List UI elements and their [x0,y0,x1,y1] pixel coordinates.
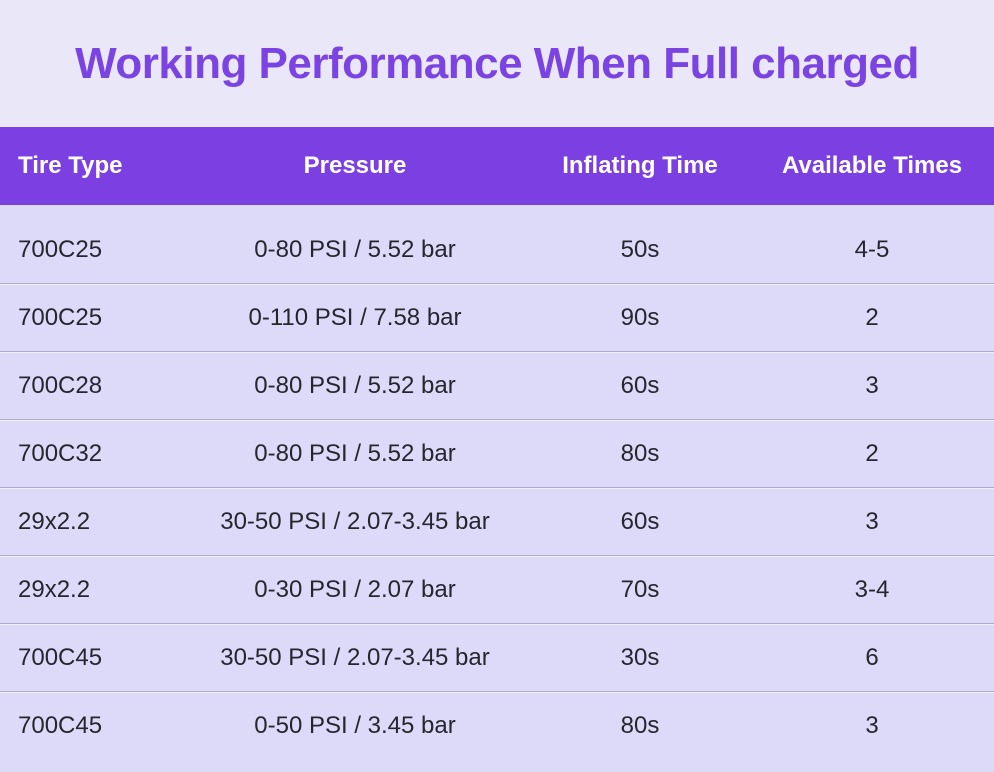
cell-available-times: 6 [865,643,879,671]
cell-inflating-time: 70s [620,575,660,603]
cell-tire-type: 700C25 [18,303,103,331]
cell-inflating-time: 60s [620,507,660,535]
cell-pressure: 30-50 PSI / 2.07-3.45 bar [220,643,490,671]
cell-tire-type: 29x2.2 [18,575,91,603]
cell-pressure: 0-80 PSI / 5.52 bar [254,439,456,467]
cell-tire-type: 700C32 [18,439,103,467]
table-row: 700C25 0-110 PSI / 7.58 bar 90s 2 [0,283,994,351]
column-header-available-times: Available Times [781,152,963,179]
column-header-pressure: Pressure [303,152,407,179]
cell-pressure: 0-80 PSI / 5.52 bar [254,235,456,263]
cell-available-times: 2 [865,439,879,467]
cell-pressure: 0-30 PSI / 2.07 bar [254,575,456,603]
cell-tire-type: 29x2.2 [18,507,91,535]
column-header-tire-type: Tire Type [18,152,123,179]
cell-pressure: 0-110 PSI / 7.58 bar [248,303,462,331]
cell-inflating-time: 30s [620,643,660,671]
table-row: 29x2.2 30-50 PSI / 2.07-3.45 bar 60s 3 [0,487,994,555]
table-body: 700C25 0-80 PSI / 5.52 bar 50s 4-5 700C2… [0,205,994,772]
table-row: 700C32 0-80 PSI / 5.52 bar 80s 2 [0,419,994,487]
cell-available-times: 3-4 [854,575,890,603]
table-row: 700C28 0-80 PSI / 5.52 bar 60s 3 [0,351,994,419]
cell-available-times: 4-5 [854,235,890,263]
cell-inflating-time: 90s [620,303,660,331]
cell-inflating-time: 80s [620,439,660,467]
cell-available-times: 3 [865,507,879,535]
table-row: 700C25 0-80 PSI / 5.52 bar 50s 4-5 [0,216,994,283]
cell-tire-type: 700C28 [18,371,103,399]
cell-tire-type: 700C25 [18,235,103,263]
cell-available-times: 3 [865,371,879,399]
cell-inflating-time: 80s [620,711,660,739]
cell-pressure: 30-50 PSI / 2.07-3.45 bar [220,507,490,535]
table-row: 29x2.2 0-30 PSI / 2.07 bar 70s 3-4 [0,555,994,623]
cell-available-times: 2 [865,303,879,331]
page-title: Working Performance When Full charged [75,38,919,88]
cell-tire-type: 700C45 [18,643,103,671]
cell-pressure: 0-80 PSI / 5.52 bar [254,371,456,399]
table-row: 700C45 0-50 PSI / 3.45 bar 80s 3 [0,691,994,759]
table-header-row: Tire Type Pressure Inflating Time Availa… [0,127,994,205]
cell-inflating-time: 50s [620,235,660,263]
table-row: 700C45 30-50 PSI / 2.07-3.45 bar 30s 6 [0,623,994,691]
cell-pressure: 0-50 PSI / 3.45 bar [254,711,456,739]
cell-inflating-time: 60s [620,371,660,399]
column-header-inflating-time: Inflating Time [562,152,718,179]
cell-tire-type: 700C45 [18,711,103,739]
cell-available-times: 3 [865,711,879,739]
title-area: Working Performance When Full charged [0,0,994,127]
